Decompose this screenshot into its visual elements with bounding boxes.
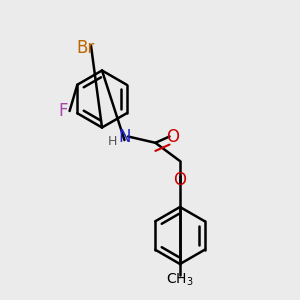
- Text: F: F: [59, 102, 68, 120]
- Text: N: N: [118, 128, 131, 146]
- Text: Br: Br: [76, 39, 94, 57]
- Text: O: O: [173, 171, 187, 189]
- Text: CH$_3$: CH$_3$: [166, 272, 194, 288]
- Text: H: H: [108, 135, 118, 148]
- Text: O: O: [166, 128, 179, 146]
